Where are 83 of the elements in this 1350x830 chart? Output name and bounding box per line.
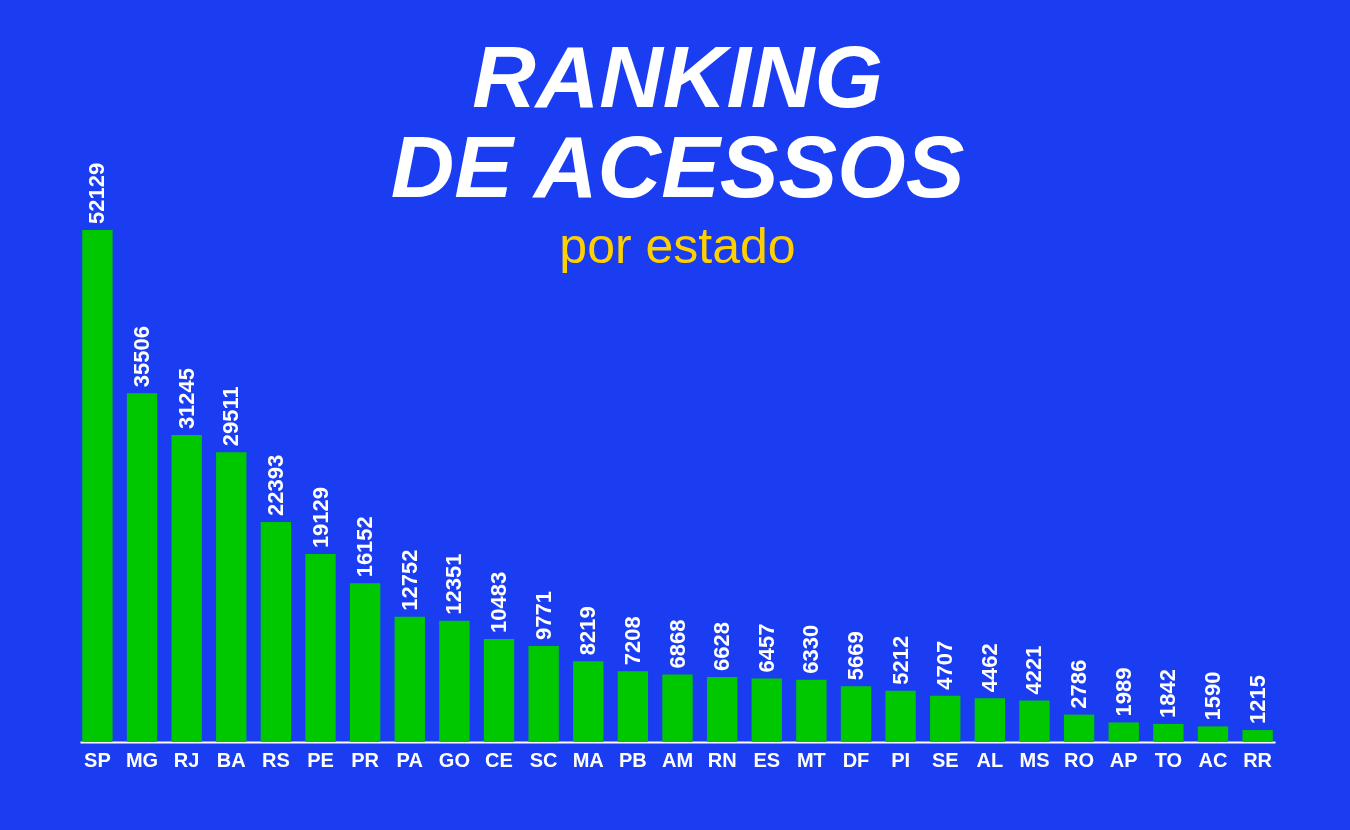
- x-tick-label: MA: [572, 748, 604, 771]
- bar: [483, 639, 515, 742]
- bar: [305, 554, 336, 742]
- x-tick-label: PA: [396, 748, 423, 771]
- data-label: 5669: [842, 631, 868, 681]
- x-tick-label: RO: [1064, 748, 1095, 771]
- x-tick-label: SP: [84, 748, 111, 771]
- data-label: 1989: [1110, 667, 1136, 717]
- data-label: 4462: [976, 643, 1002, 693]
- bar: [1108, 722, 1139, 742]
- bar: [349, 583, 381, 742]
- bar: [930, 695, 961, 742]
- x-tick-label: RS: [262, 748, 290, 771]
- chart-subtitle: por estado: [559, 217, 796, 274]
- x-tick-label: RJ: [173, 748, 200, 771]
- bar: [840, 686, 872, 742]
- data-label: 6868: [664, 619, 690, 669]
- data-label: 29511: [218, 386, 244, 447]
- data-label: 19129: [307, 486, 333, 549]
- x-tick-label: MG: [125, 748, 159, 771]
- x-tick-label: PE: [307, 748, 334, 771]
- data-label: 31245: [173, 367, 199, 430]
- bar: [751, 678, 782, 742]
- bar: [662, 674, 693, 742]
- bar: [171, 435, 202, 742]
- x-tick-label: RR: [1243, 748, 1273, 771]
- x-tick-label: AL: [976, 748, 1004, 771]
- data-label: 35506: [129, 326, 155, 388]
- bar: [216, 452, 247, 742]
- x-tick-label: BA: [216, 748, 246, 771]
- data-label: 6330: [798, 624, 824, 674]
- data-label: 1215: [1244, 675, 1270, 725]
- bar: [82, 230, 113, 742]
- bar: [1063, 714, 1095, 742]
- x-tick-label: MS: [1019, 748, 1050, 771]
- bar: [617, 671, 649, 742]
- data-label: 6628: [709, 621, 735, 671]
- bar: [1019, 700, 1050, 742]
- x-tick-label: GO: [438, 748, 470, 771]
- data-label: 9771: [530, 591, 556, 641]
- x-tick-label: SE: [931, 748, 959, 771]
- data-label: 12752: [396, 549, 422, 611]
- x-tick-label: AP: [1109, 748, 1138, 771]
- x-tick-label: ES: [753, 748, 781, 771]
- chart-title: RANKING DE ACESSOS: [390, 26, 965, 216]
- bar: [394, 616, 425, 742]
- x-tick-label: AC: [1198, 748, 1228, 771]
- x-tick-label: PB: [618, 748, 647, 771]
- bar: [439, 620, 470, 742]
- bar: [885, 690, 916, 742]
- x-tick-label: CE: [485, 748, 513, 771]
- x-tick-label: AM: [661, 748, 694, 771]
- bar: [706, 676, 738, 742]
- bar: [1197, 726, 1229, 742]
- data-label: 4221: [1021, 645, 1047, 695]
- x-tick-label: PI: [891, 748, 911, 771]
- data-label: 4707: [932, 640, 958, 690]
- x-tick-label: TO: [1154, 748, 1183, 771]
- x-tick-label: PR: [351, 748, 380, 771]
- data-label: 10483: [486, 571, 512, 634]
- data-label: 1590: [1199, 671, 1225, 721]
- bar: [573, 661, 604, 742]
- data-label: 2786: [1066, 659, 1092, 709]
- bar: [974, 698, 1006, 742]
- data-label: 16152: [352, 516, 378, 578]
- bar: [260, 522, 292, 742]
- x-tick-label: RN: [707, 748, 737, 771]
- x-tick-label: MT: [796, 748, 826, 771]
- data-label: 1842: [1155, 668, 1181, 718]
- data-label: 5212: [887, 635, 913, 685]
- data-label: 8219: [575, 606, 601, 656]
- bar: [796, 679, 827, 742]
- data-label: 52129: [84, 162, 110, 224]
- x-tick-label: SC: [529, 748, 558, 771]
- x-tick-label: DF: [842, 748, 870, 771]
- data-label: 22393: [262, 454, 288, 517]
- bar: [1153, 723, 1184, 742]
- data-label: 6457: [753, 623, 779, 673]
- data-label: 7208: [619, 616, 645, 666]
- bar: [528, 646, 559, 742]
- bar: [1242, 730, 1273, 742]
- data-label: 12351: [441, 553, 467, 615]
- bar: [126, 393, 158, 742]
